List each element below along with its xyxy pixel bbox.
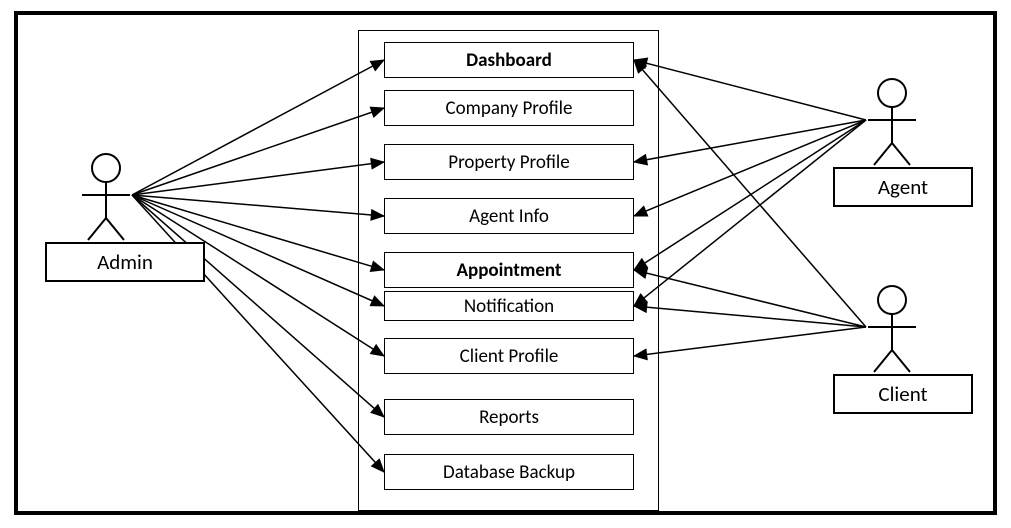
- usecase-notification: Notification: [384, 291, 634, 321]
- usecase-appointment: Appointment: [384, 252, 634, 288]
- diagram-stage: Dashboard Company Profile Property Profile…: [0, 0, 1011, 528]
- usecase-property-profile: Property Profile: [384, 144, 634, 180]
- usecase-database-backup: Database Backup: [384, 454, 634, 490]
- actor-client-label: Client: [833, 374, 973, 414]
- actor-admin-label: Admin: [45, 242, 205, 282]
- usecase-dashboard: Dashboard: [384, 42, 634, 78]
- usecase-reports: Reports: [384, 399, 634, 435]
- usecase-client-profile: Client Profile: [384, 338, 634, 374]
- usecase-company-profile: Company Profile: [384, 90, 634, 126]
- usecase-agent-info: Agent Info: [384, 198, 634, 234]
- actor-agent-label: Agent: [833, 167, 973, 207]
